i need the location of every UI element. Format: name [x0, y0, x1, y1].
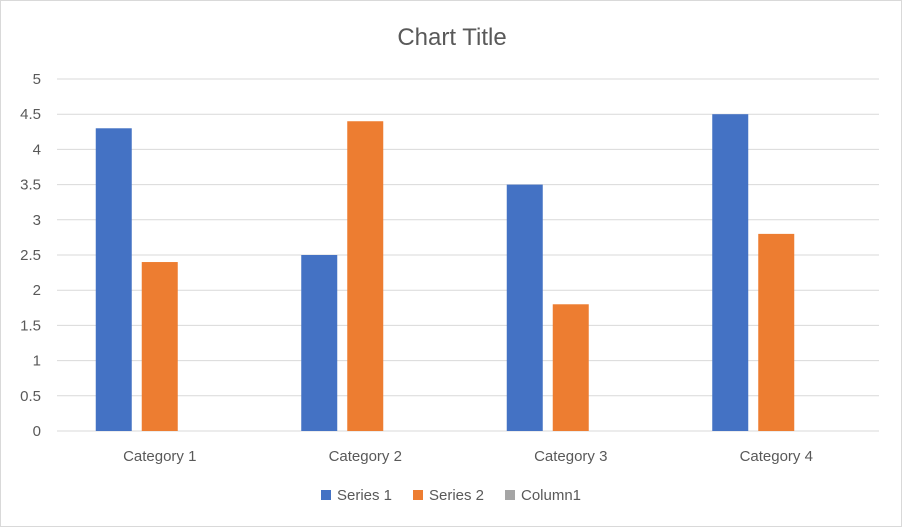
x-tick-label: Category 1	[123, 448, 196, 465]
y-tick-label: 3.5	[20, 177, 41, 194]
y-tick-label: 4	[33, 141, 41, 158]
bar-series-1-cat-1	[95, 128, 132, 431]
y-tick-label: 1	[33, 353, 41, 370]
legend-swatch	[321, 490, 331, 500]
bar-series-2-cat-3	[552, 304, 589, 431]
y-tick-label: 3	[33, 212, 41, 229]
bars	[95, 114, 795, 432]
bar-series-2-cat-2	[347, 121, 384, 432]
x-axis-tick-labels: Category 1 Category 2 Category 3 Category 4	[123, 448, 813, 465]
legend-entry-label: Column1	[521, 487, 581, 504]
bar-series-2-cat-1	[141, 262, 178, 431]
legend-swatch	[413, 490, 423, 500]
y-tick-label: 1.5	[20, 317, 41, 334]
legend: Series 1 Series 2 Column1	[321, 487, 581, 504]
legend-swatch	[505, 490, 515, 500]
y-tick-label: 2.5	[20, 247, 41, 264]
x-tick-label: Category 3	[534, 448, 607, 465]
bar-series-1-cat-2	[301, 255, 338, 431]
y-tick-label: 0	[33, 423, 41, 440]
y-tick-label: 5	[33, 71, 41, 88]
y-axis-tick-labels: 0 0.5 1 1.5 2 2.5 3 3.5 4 4.5 5	[20, 71, 41, 440]
bar-series-1-cat-4	[712, 114, 749, 431]
y-tick-label: 4.5	[20, 106, 41, 123]
bar-series-2-cat-4	[758, 233, 795, 431]
bar-series-1-cat-3	[506, 184, 543, 431]
legend-entry-label: Series 1	[337, 487, 392, 504]
gridlines	[57, 78, 879, 432]
legend-entry-label: Series 2	[429, 487, 484, 504]
x-tick-label: Category 2	[329, 448, 402, 465]
chart-title: Chart Title	[397, 24, 506, 51]
x-tick-label: Category 4	[740, 448, 813, 465]
y-tick-label: 2	[33, 282, 41, 299]
y-tick-label: 0.5	[20, 388, 41, 405]
